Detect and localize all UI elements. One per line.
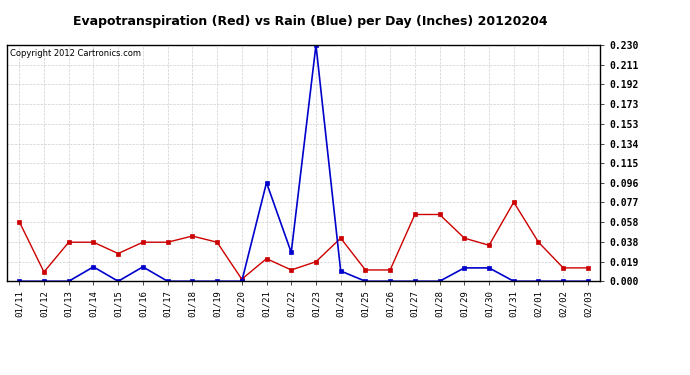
Text: Evapotranspiration (Red) vs Rain (Blue) per Day (Inches) 20120204: Evapotranspiration (Red) vs Rain (Blue) … — [73, 15, 548, 28]
Text: Copyright 2012 Cartronics.com: Copyright 2012 Cartronics.com — [10, 48, 141, 57]
